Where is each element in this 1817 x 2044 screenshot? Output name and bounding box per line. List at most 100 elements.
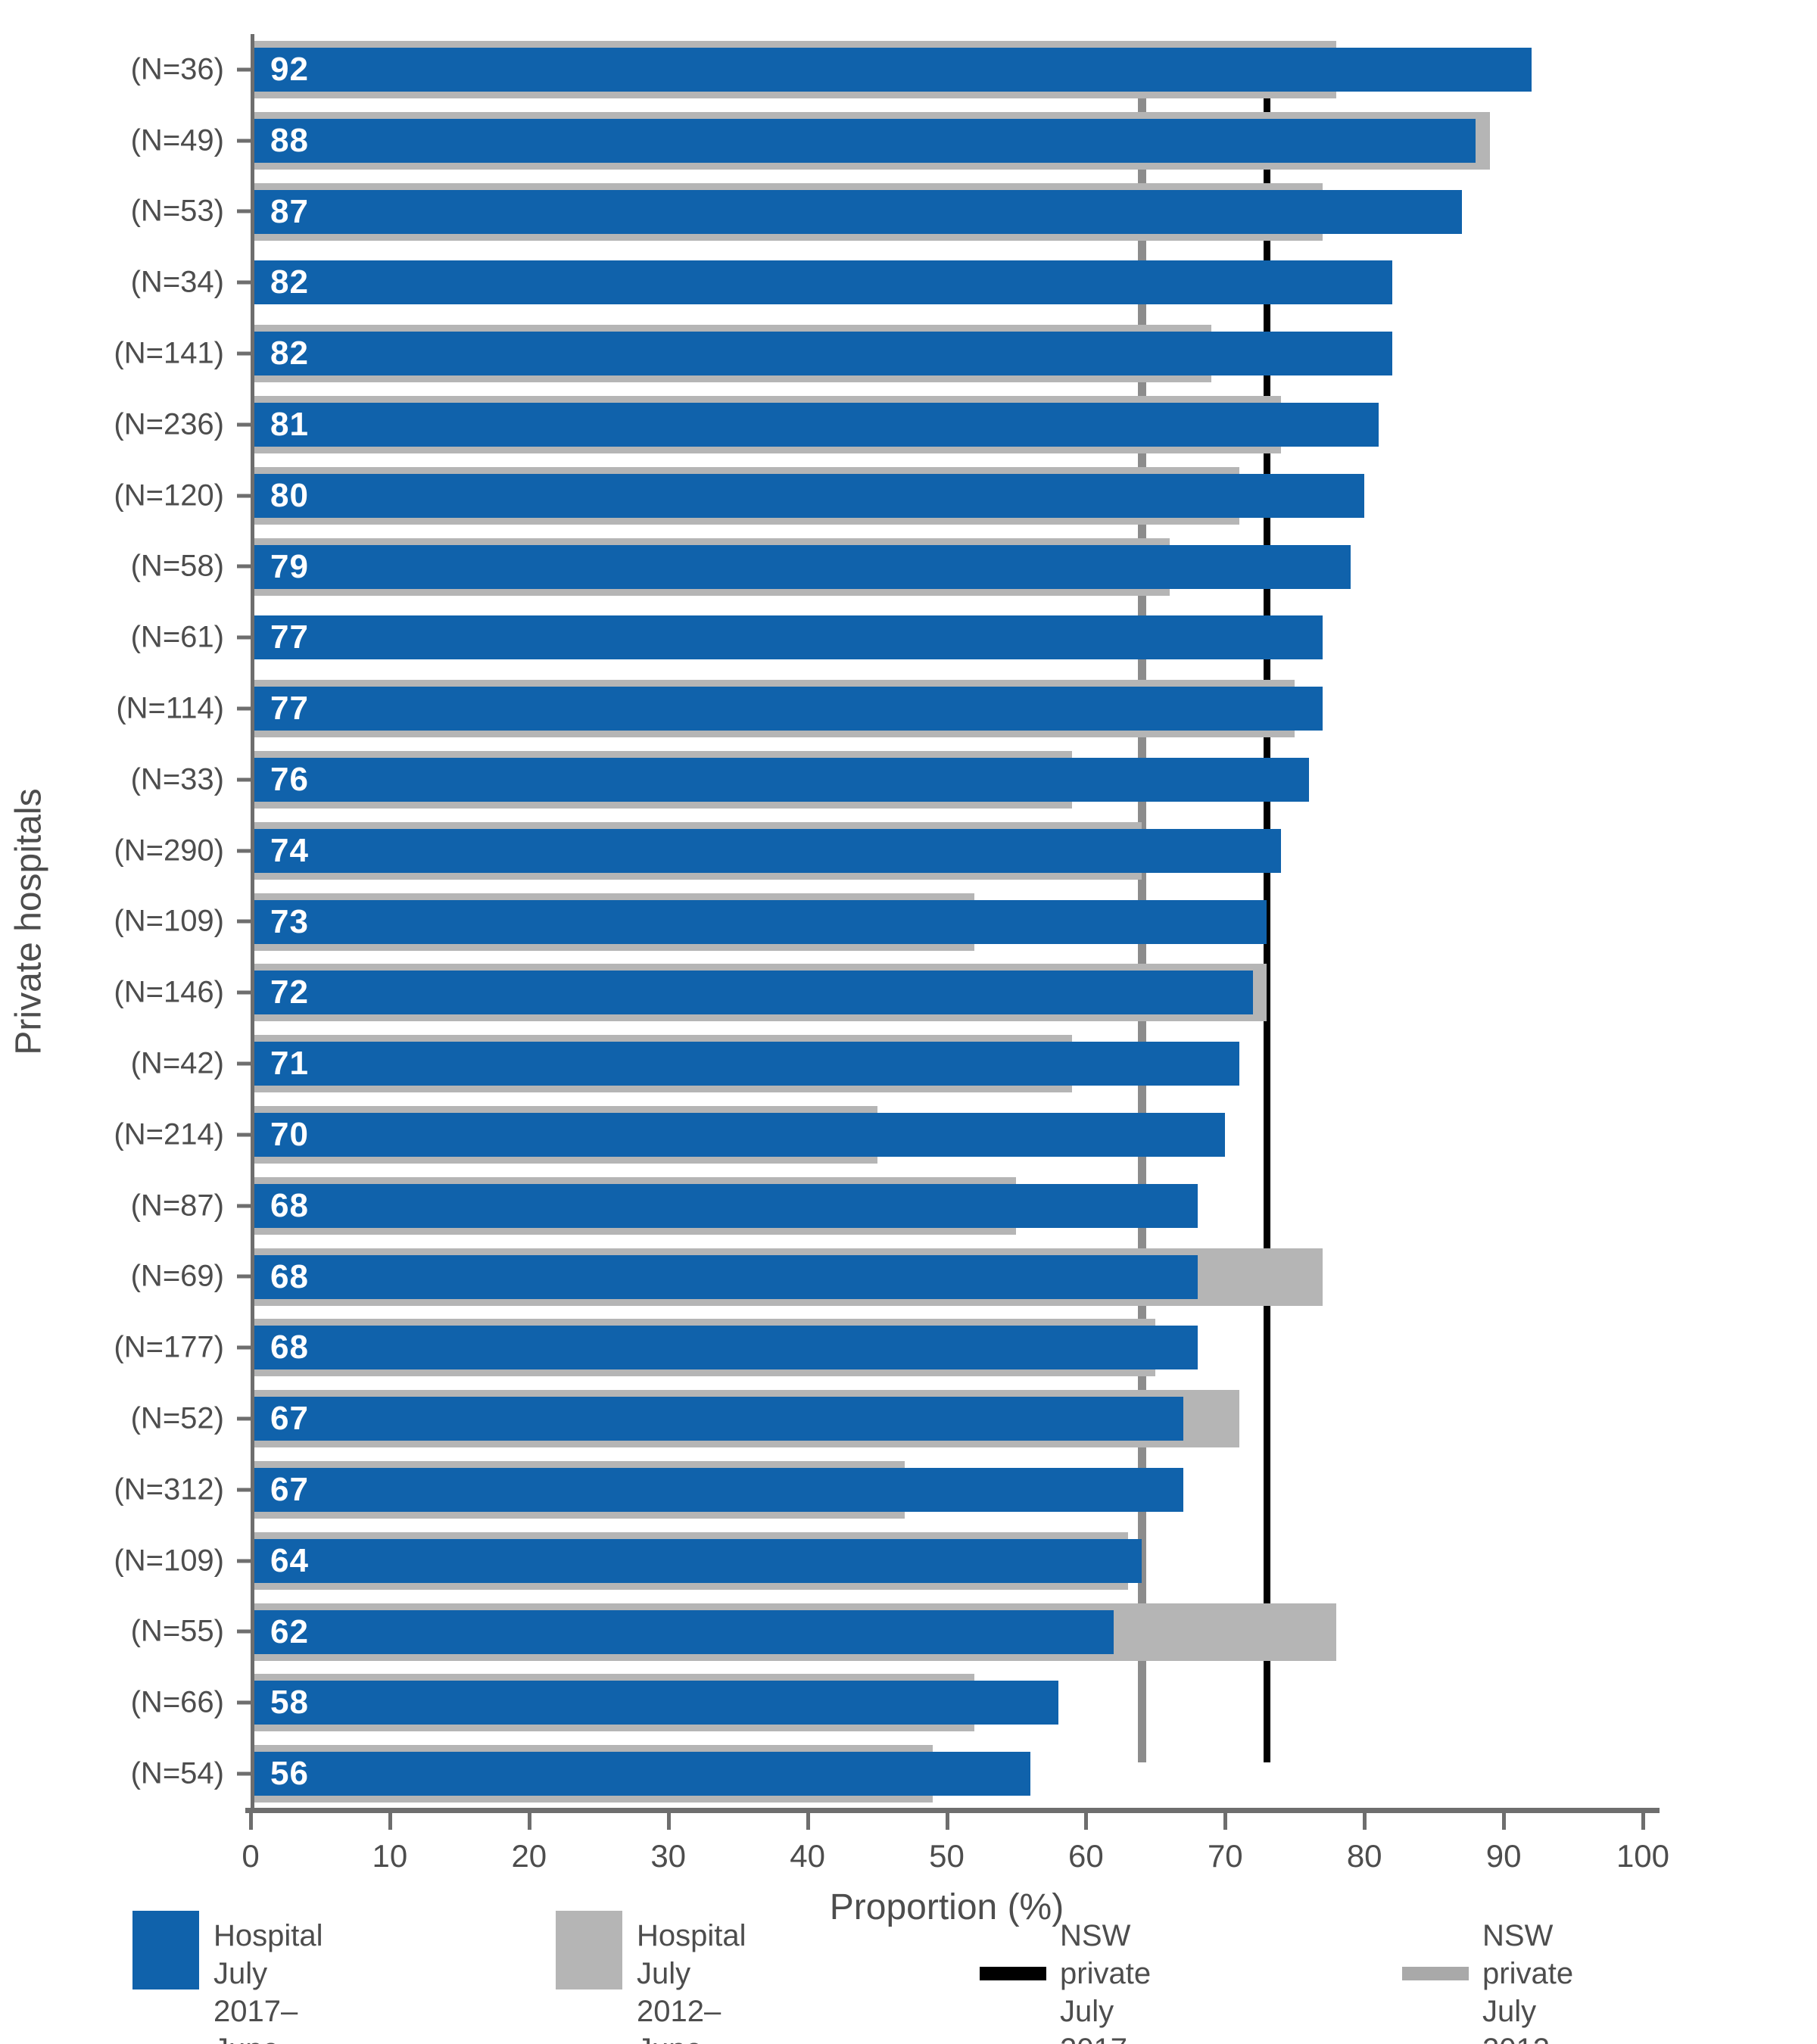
row-n-label: (N=214) bbox=[114, 1117, 224, 1151]
x-tick bbox=[388, 1813, 392, 1830]
y-tick bbox=[237, 635, 251, 640]
row-n-label: (N=69) bbox=[130, 1259, 224, 1293]
x-tick bbox=[806, 1813, 810, 1830]
bar-value-label: 68 bbox=[270, 1186, 309, 1224]
x-axis bbox=[245, 1808, 1660, 1813]
bar-hospital-2017-2018: 74 bbox=[251, 828, 1281, 873]
bar-value-label: 71 bbox=[270, 1045, 309, 1083]
bar-hospital-2017-2018: 67 bbox=[251, 1397, 1184, 1441]
bar-value-label: 81 bbox=[270, 406, 309, 443]
plot-area: 92 (N=36) 88 (N=49) 87 (N=53) 82 (N=34) 82 (N=141… bbox=[114, 34, 1643, 1809]
row-n-label: (N=55) bbox=[130, 1614, 224, 1648]
bar-row: 62 (N=55) bbox=[131, 1597, 1643, 1668]
bar-hospital-2017-2018: 72 bbox=[251, 971, 1254, 1015]
bar-hospital-2017-2018: 79 bbox=[251, 544, 1351, 589]
bar-hospital-2017-2018: 73 bbox=[251, 899, 1267, 944]
row-n-label: (N=312) bbox=[114, 1472, 224, 1507]
row-n-label: (N=290) bbox=[114, 833, 224, 868]
y-tick bbox=[237, 849, 251, 853]
bar-hospital-2017-2018: 64 bbox=[251, 1538, 1142, 1583]
row-n-label: (N=120) bbox=[114, 478, 224, 513]
bar-value-label: 70 bbox=[270, 1116, 309, 1153]
bar-value-label: 82 bbox=[270, 335, 309, 372]
bar-value-label: 67 bbox=[270, 1471, 309, 1508]
row-n-label: (N=61) bbox=[130, 620, 224, 654]
x-tick-label: 60 bbox=[1068, 1838, 1104, 1874]
y-tick bbox=[237, 1700, 251, 1705]
row-n-label: (N=36) bbox=[130, 52, 224, 86]
bar-value-label: 67 bbox=[270, 1400, 309, 1438]
bar-value-label: 56 bbox=[270, 1755, 309, 1793]
x-tick-label: 50 bbox=[929, 1838, 965, 1874]
row-n-label: (N=109) bbox=[114, 904, 224, 938]
x-tick bbox=[1641, 1813, 1645, 1830]
legend-label: July 2012–June 2013 bbox=[637, 1957, 722, 2044]
y-tick bbox=[237, 990, 251, 995]
row-n-label: (N=49) bbox=[130, 123, 224, 157]
bar-row: 67 (N=312) bbox=[114, 1454, 1643, 1525]
bar-value-label: 64 bbox=[270, 1541, 309, 1579]
row-n-label: (N=33) bbox=[130, 762, 224, 796]
bar-hospital-2017-2018: 68 bbox=[251, 1326, 1198, 1370]
x-tick bbox=[1084, 1813, 1089, 1830]
x-tick bbox=[945, 1813, 949, 1830]
row-n-label: (N=53) bbox=[130, 194, 224, 228]
legend-label: NSW private bbox=[1482, 1919, 1574, 1990]
y-tick bbox=[237, 1345, 251, 1350]
x-tick-label: 100 bbox=[1616, 1838, 1670, 1874]
y-tick bbox=[237, 1629, 251, 1634]
bar-hospital-2017-2018: 58 bbox=[251, 1681, 1058, 1725]
bar-row: 92 (N=36) bbox=[131, 34, 1643, 105]
bar-value-label: 76 bbox=[270, 761, 309, 798]
bar-value-label: 62 bbox=[270, 1612, 309, 1650]
y-tick bbox=[237, 1771, 251, 1776]
x-tick-label: 30 bbox=[650, 1838, 687, 1874]
y-tick bbox=[237, 67, 251, 72]
bar-row: 87 (N=53) bbox=[131, 176, 1643, 248]
y-tick bbox=[237, 1274, 251, 1279]
row-n-label: (N=58) bbox=[130, 549, 224, 583]
legend-swatch-black-line bbox=[980, 1967, 1046, 1980]
y-tick bbox=[237, 1061, 251, 1066]
x-tick-label: 0 bbox=[242, 1838, 260, 1874]
bar-hospital-2017-2018: 68 bbox=[251, 1183, 1198, 1228]
bar-row: 88 (N=49) bbox=[131, 105, 1643, 176]
row-n-label: (N=52) bbox=[130, 1401, 224, 1435]
y-tick bbox=[237, 1559, 251, 1563]
bar-row: 68 (N=177) bbox=[114, 1312, 1643, 1383]
legend-label: July 2017–June 2018 bbox=[1060, 1995, 1144, 2044]
bar-hospital-2017-2018: 80 bbox=[251, 473, 1365, 518]
y-tick bbox=[237, 1204, 251, 1208]
row-n-label: (N=34) bbox=[130, 265, 224, 299]
bar-hospital-2017-2018: 82 bbox=[251, 260, 1392, 305]
legend-label: Hospital bbox=[637, 1919, 746, 1952]
x-tick-label: 80 bbox=[1346, 1838, 1382, 1874]
bar-row: 68 (N=87) bbox=[131, 1170, 1643, 1242]
bar-hospital-2017-2018: 71 bbox=[251, 1042, 1239, 1086]
bar-row: 64 (N=109) bbox=[114, 1525, 1643, 1597]
legend-label: Hospital bbox=[213, 1919, 323, 1952]
row-n-label: (N=114) bbox=[116, 691, 224, 725]
bar-hospital-2017-2018: 70 bbox=[251, 1113, 1226, 1157]
row-n-label: (N=42) bbox=[130, 1046, 224, 1080]
x-tick bbox=[666, 1813, 671, 1830]
y-tick bbox=[237, 1488, 251, 1492]
bar-row: 82 (N=34) bbox=[131, 247, 1643, 318]
bar-row: 82 (N=141) bbox=[114, 318, 1643, 389]
row-n-label: (N=66) bbox=[130, 1685, 224, 1719]
bar-row: 72 (N=146) bbox=[114, 957, 1643, 1028]
x-tick bbox=[249, 1813, 253, 1830]
legend-swatch-gray bbox=[556, 1911, 622, 1989]
row-n-label: (N=146) bbox=[114, 975, 224, 1009]
bar-value-label: 79 bbox=[270, 547, 309, 585]
bar-row: 80 (N=120) bbox=[114, 460, 1643, 531]
x-tick-label: 10 bbox=[372, 1838, 408, 1874]
bar-row: 58 (N=66) bbox=[131, 1667, 1643, 1738]
bar-row: 77 (N=61) bbox=[131, 602, 1643, 673]
bar-value-label: 88 bbox=[270, 121, 309, 159]
x-tick-label: 20 bbox=[511, 1838, 547, 1874]
bar-value-label: 72 bbox=[270, 974, 309, 1011]
row-n-label: (N=87) bbox=[130, 1189, 224, 1223]
row-n-label: (N=236) bbox=[114, 407, 224, 441]
bar-row: 77 (N=114) bbox=[116, 673, 1643, 744]
